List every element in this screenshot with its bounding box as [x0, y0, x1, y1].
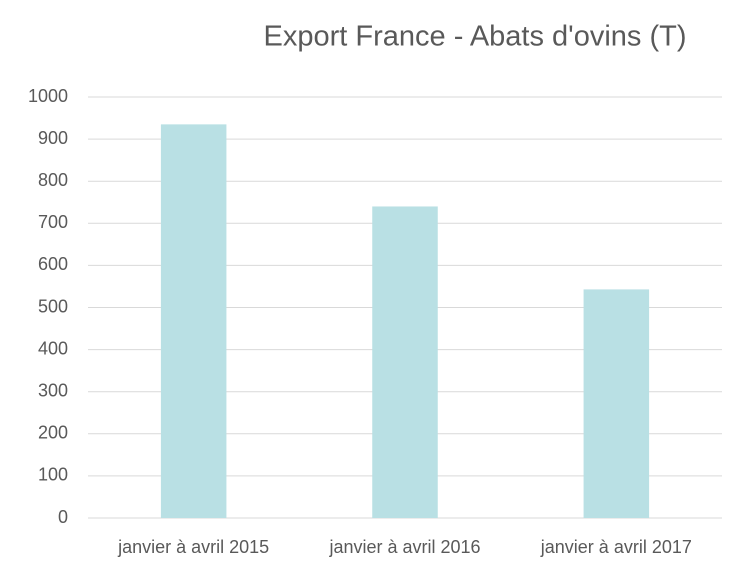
y-tick-label: 900 — [38, 128, 68, 148]
x-tick-label: janvier à avril 2017 — [540, 537, 692, 557]
y-tick-label: 500 — [38, 296, 68, 316]
y-tick-label: 300 — [38, 380, 68, 400]
y-tick-label: 100 — [38, 465, 68, 485]
chart-title: Export France - Abats d'ovins (T) — [264, 21, 687, 53]
x-tick-label: janvier à avril 2015 — [117, 537, 269, 557]
y-tick-label: 700 — [38, 212, 68, 232]
y-tick-label: 1000 — [28, 86, 68, 106]
x-tick-label: janvier à avril 2016 — [328, 537, 480, 557]
bar — [372, 206, 438, 518]
y-tick-label: 400 — [38, 338, 68, 358]
y-tick-label: 0 — [58, 507, 68, 527]
bar — [583, 289, 650, 518]
y-tick-label: 200 — [38, 423, 68, 443]
y-tick-label: 800 — [38, 170, 68, 190]
y-tick-label: 600 — [38, 254, 68, 274]
bar — [160, 124, 227, 519]
